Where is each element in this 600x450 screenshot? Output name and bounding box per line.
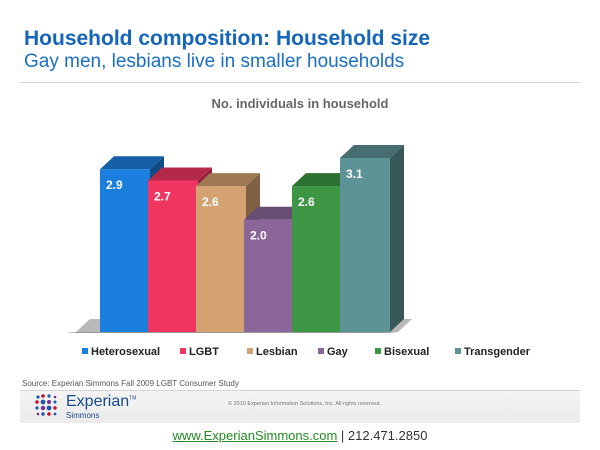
bar-side-transgender xyxy=(390,145,404,332)
bar-lgbt xyxy=(148,180,198,332)
legend-label-transgender: Transgender xyxy=(464,346,531,358)
data-label-gay: 2.0 xyxy=(250,229,267,243)
header-divider xyxy=(20,82,580,83)
footer-band xyxy=(20,390,580,423)
legend-label-lesbian: Lesbian xyxy=(256,346,298,358)
chart-floor-edge xyxy=(66,332,398,333)
data-label-lgbt: 2.7 xyxy=(154,189,171,203)
bar-top-heterosexual xyxy=(100,156,164,170)
legend-swatch-bisexual xyxy=(375,348,381,354)
experian-logo-icon xyxy=(35,394,57,416)
legend-label-gay: Gay xyxy=(327,346,349,358)
contact-line: www.ExperianSimmons.com | 212.471.2850 xyxy=(0,428,600,443)
legend-label-lgbt: LGBT xyxy=(189,346,219,358)
legend-swatch-gay xyxy=(318,348,324,354)
legend-label-heterosexual: Heterosexual xyxy=(91,346,160,358)
bar-top-transgender xyxy=(340,145,404,158)
data-label-lesbian: 2.6 xyxy=(202,195,219,209)
legend-swatch-lesbian xyxy=(247,348,253,354)
page-title: Household composition: Household size xyxy=(24,27,431,50)
page-subtitle: Gay men, lesbians live in smaller househ… xyxy=(24,51,405,72)
data-label-heterosexual: 2.9 xyxy=(106,178,123,192)
website-link[interactable]: www.ExperianSimmons.com xyxy=(172,428,338,443)
data-label-transgender: 3.1 xyxy=(346,167,363,181)
bar-gay xyxy=(244,219,294,332)
chart-title: No. individuals in household xyxy=(212,96,389,111)
bar-lesbian xyxy=(196,186,246,332)
legend-swatch-lgbt xyxy=(180,348,186,354)
legend-label-bisexual: Bisexual xyxy=(384,346,429,358)
bar-top-lgbt xyxy=(148,167,212,181)
bar-heterosexual xyxy=(100,169,150,332)
bar-top-lesbian xyxy=(196,173,260,187)
phone-number: | 212.471.2850 xyxy=(337,428,428,443)
legend-swatch-heterosexual xyxy=(82,348,88,354)
source-note: Source: Experian Simmons Fall 2009 LGBT … xyxy=(22,379,239,388)
legend-swatch-transgender xyxy=(455,348,461,354)
bar-transgender xyxy=(340,158,390,332)
bar-chart: No. individuals in household 2.9 2.7 2.6 2.0… xyxy=(66,96,531,358)
bar-bisexual xyxy=(292,186,342,332)
brand-subname: Simmons xyxy=(66,411,100,420)
copyright-notice: © 2010 Experian Information Solutions, I… xyxy=(228,401,381,407)
data-label-bisexual: 2.6 xyxy=(298,195,315,209)
brand-name: ExperianTM xyxy=(66,393,137,410)
